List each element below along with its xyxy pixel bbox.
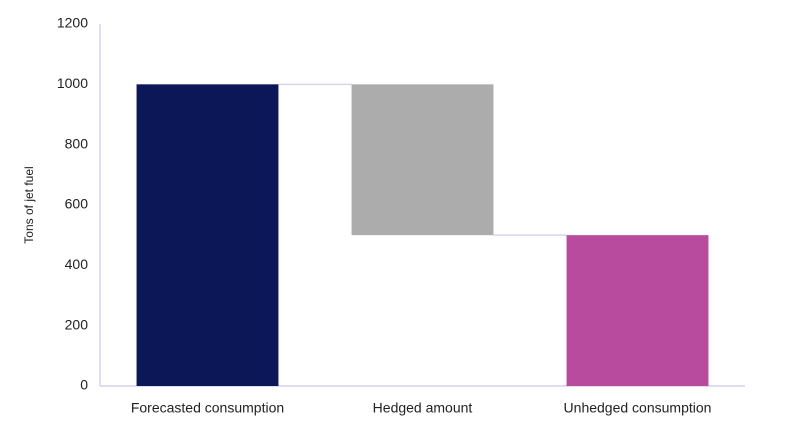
y-tick-label: 1200	[57, 15, 88, 31]
bar	[566, 235, 709, 386]
y-axis-label: Tons of jet fuel	[22, 166, 36, 243]
y-tick-label: 800	[65, 135, 89, 151]
x-tick-label: Forecasted consumption	[131, 400, 284, 416]
y-tick-label: 200	[65, 316, 89, 332]
x-tick-label: Hedged amount	[373, 400, 473, 416]
bar	[351, 84, 494, 236]
bar	[136, 84, 279, 386]
y-tick-label: 600	[65, 196, 89, 212]
y-tick-label: 0	[80, 377, 88, 393]
x-tick-label: Unhedged consumption	[564, 400, 712, 416]
y-tick-label: 1000	[57, 75, 88, 91]
y-tick-label: 400	[65, 256, 89, 272]
